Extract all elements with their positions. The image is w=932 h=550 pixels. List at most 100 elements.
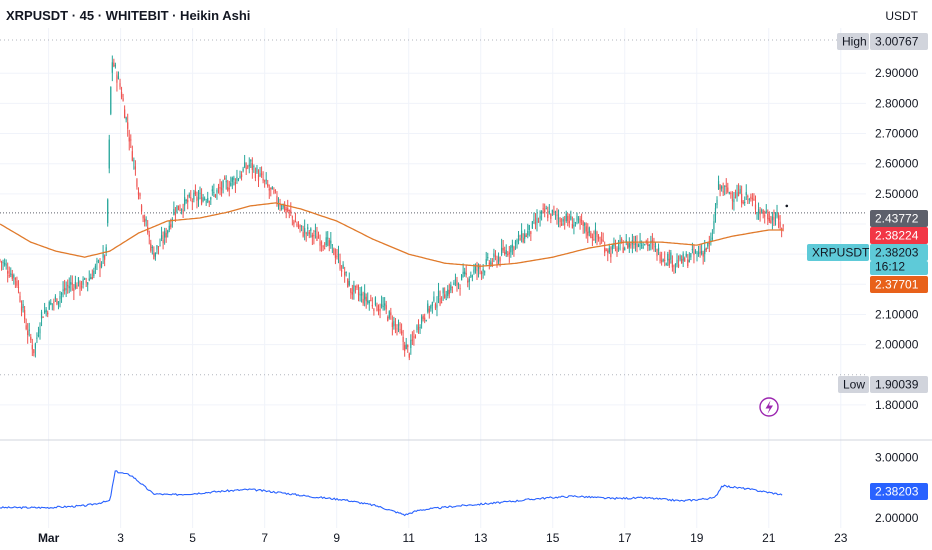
candle-body (204, 198, 206, 200)
candle-body (708, 242, 710, 244)
candle-body (408, 353, 410, 358)
flash-icon-bolt[interactable] (765, 400, 774, 415)
candle-body (564, 223, 566, 225)
candle-body (224, 177, 226, 180)
candle-body (379, 308, 381, 312)
date-label[interactable]: 15 (546, 531, 560, 545)
candle-body (273, 191, 275, 193)
candle-body (164, 231, 166, 238)
candle-body (170, 224, 172, 228)
candle-body (122, 98, 124, 101)
candle-body (244, 162, 246, 168)
candle-body (328, 240, 330, 246)
countdown-tag: 16:12 (875, 260, 905, 274)
candle-body (416, 325, 418, 331)
candle-body (565, 213, 567, 222)
price-tick-label: 2.80000 (875, 96, 919, 110)
candle-body (734, 196, 737, 199)
candle-body (501, 247, 503, 255)
candle-body (571, 224, 573, 229)
candle-body (110, 87, 112, 114)
price-tick-label: 2.70000 (875, 127, 919, 141)
candle-body (225, 181, 227, 183)
candle-body (451, 286, 453, 288)
candle-body (537, 221, 540, 223)
date-label[interactable]: 9 (333, 531, 340, 545)
candle-body (327, 237, 329, 239)
date-label[interactable]: 13 (474, 531, 488, 545)
candle-body (425, 320, 427, 322)
ticker-tag-bg (807, 244, 869, 261)
candle-body (667, 253, 669, 261)
date-label[interactable]: 3 (117, 531, 124, 545)
flash-icon[interactable] (759, 397, 779, 417)
candle-body (505, 250, 507, 254)
candle-body (590, 232, 592, 238)
candle-body (691, 248, 693, 251)
candle-body (400, 331, 403, 334)
candle-body (713, 221, 715, 230)
date-label[interactable]: 23 (834, 531, 848, 545)
candle-body (476, 269, 478, 272)
candle-body (193, 192, 195, 200)
candle-body (681, 258, 683, 264)
candle-body (454, 279, 457, 281)
time-axis[interactable]: Mar 3 5 7 9 11 13 15 17 19 21 23 (38, 531, 848, 545)
candle-body (260, 173, 263, 175)
candle-body (491, 263, 493, 265)
date-label[interactable]: 11 (402, 531, 415, 545)
candle-body (253, 166, 255, 168)
candle-body (180, 209, 183, 211)
date-label[interactable]: Mar (38, 531, 60, 545)
candle-body (690, 253, 692, 258)
candle-body (774, 220, 777, 222)
candle-body (233, 177, 235, 180)
candle-body (470, 275, 472, 277)
candle-body (234, 182, 237, 185)
date-label[interactable]: 5 (189, 531, 196, 545)
date-label[interactable]: 17 (618, 531, 632, 545)
candle-body (93, 270, 95, 277)
candle-body (64, 287, 66, 291)
candle-body (641, 244, 643, 246)
candle-body (360, 293, 363, 296)
date-label[interactable]: 7 (261, 531, 268, 545)
candle-body (7, 271, 9, 274)
candle-body (2, 262, 4, 264)
candle-body (648, 244, 650, 246)
candle-body (725, 185, 727, 187)
candle-body (687, 259, 689, 267)
candle-body (556, 214, 558, 216)
candle-body (557, 217, 560, 219)
candle-body (176, 205, 178, 212)
candle-body (107, 199, 109, 224)
candle-body (521, 230, 523, 238)
candle-body (342, 264, 344, 269)
candle-body (8, 275, 10, 277)
candle-body (462, 271, 464, 275)
candle-body (417, 327, 420, 331)
candle-body (10, 273, 12, 275)
date-label[interactable]: 21 (762, 531, 776, 545)
candle-body (245, 167, 247, 170)
candle-body (136, 179, 138, 187)
candle-body (67, 285, 69, 287)
candle-body (394, 324, 397, 326)
candle-body (548, 211, 550, 214)
candle-body (390, 312, 392, 316)
candle-body (657, 247, 660, 251)
candle-body (356, 285, 358, 288)
candle-body (536, 217, 538, 223)
candle-body (200, 197, 203, 205)
price-tag-dark: 2.43772 (875, 212, 919, 226)
candle-body (624, 247, 626, 251)
candle-body (467, 280, 469, 283)
candle-body (544, 209, 546, 213)
candle-body (404, 345, 406, 351)
candle-body (27, 330, 29, 336)
candle-body (428, 308, 430, 313)
candle-body (531, 221, 533, 229)
date-label[interactable]: 19 (690, 531, 704, 545)
candle-body (84, 278, 86, 280)
